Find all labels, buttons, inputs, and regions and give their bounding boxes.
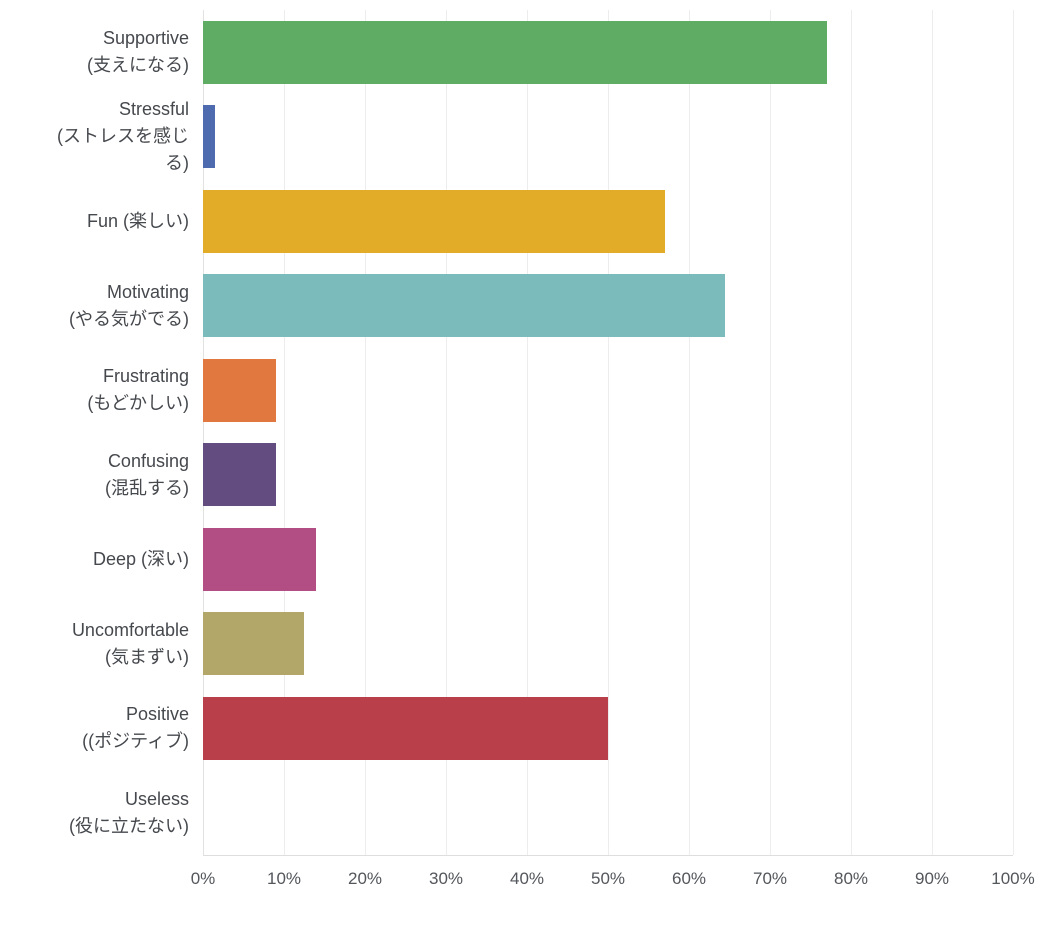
x-tick-label: 60%: [671, 869, 707, 888]
category-label-cell: Stressful (ストレスを感じ る): [0, 95, 203, 180]
gridline: [770, 10, 771, 855]
category-label: Motivating (やる気がでる): [69, 281, 189, 329]
x-tick-label: 70%: [752, 869, 788, 888]
category-label-cell: Frustrating (もどかしい): [0, 348, 203, 433]
x-tick-label: 30%: [428, 869, 464, 888]
chart-row: Fun (楽しい): [0, 179, 1013, 264]
category-label-cell: Deep (深い): [0, 517, 203, 602]
gridline: [689, 10, 690, 855]
category-label: Frustrating (もどかしい): [87, 366, 189, 414]
bar: [203, 696, 608, 760]
chart-row: Stressful (ストレスを感じ る): [0, 95, 1013, 180]
bar-cell: [203, 95, 1013, 180]
gridline: [932, 10, 933, 855]
x-tick-label: 10%: [266, 869, 302, 888]
bar: [203, 20, 827, 84]
category-label-cell: Motivating (やる気がでる): [0, 264, 203, 349]
category-label-cell: Positive ((ポジティブ): [0, 686, 203, 771]
category-label: Fun (楽しい): [86, 210, 189, 231]
category-label-cell: Fun (楽しい): [0, 179, 203, 264]
bar-cell: [203, 10, 1013, 95]
gridline: [851, 10, 852, 855]
bar: [203, 189, 665, 253]
x-tick-label: 90%: [914, 869, 950, 888]
bar-cell: [203, 771, 1013, 856]
bar: [203, 358, 276, 422]
category-label-cell: Useless (役に立たない): [0, 771, 203, 856]
category-label-cell: Uncomfortable (気まずい): [0, 602, 203, 687]
category-label: Uncomfortable (気まずい): [71, 619, 189, 667]
gridline: [527, 10, 528, 855]
bar-cell: [203, 348, 1013, 433]
plot-area: [203, 10, 1014, 856]
chart-rows: Supportive (支えになる) Stressful (ストレスを感じ る)…: [0, 10, 1013, 855]
chart-row: Deep (深い): [0, 517, 1013, 602]
bar-cell: [203, 433, 1013, 518]
bar: [203, 443, 276, 507]
category-label-cell: Supportive (支えになる): [0, 10, 203, 95]
gridline: [608, 10, 609, 855]
category-label: Stressful (ストレスを感じ る): [57, 99, 189, 174]
category-label: Useless (役に立たない): [69, 788, 189, 836]
chart-row: Uncomfortable (気まずい): [0, 602, 1013, 687]
category-label: Confusing (混乱する): [105, 450, 189, 498]
bar-cell: [203, 264, 1013, 349]
x-axis-ticks: 0% 10% 20% 30% 40% 50% 60% 70% 80% 90% 100%: [191, 869, 1035, 899]
category-label: Positive ((ポジティブ): [82, 704, 189, 752]
x-tick-label: 50%: [590, 869, 626, 888]
category-label: Deep (深い): [92, 548, 189, 569]
chart-row: Useless (役に立たない): [0, 771, 1013, 856]
bar: [203, 527, 317, 591]
gridline: [284, 10, 285, 855]
y-axis-line: [203, 10, 204, 855]
chart-row: Confusing (混乱する): [0, 433, 1013, 518]
chart-row: Motivating (やる気がでる): [0, 264, 1013, 349]
bar-cell: [203, 686, 1013, 771]
category-label-cell: Confusing (混乱する): [0, 433, 203, 518]
chart-row: Supportive (支えになる): [0, 10, 1013, 95]
bar-cell: [203, 179, 1013, 264]
gridline: [365, 10, 366, 855]
chart-row: Frustrating (もどかしい): [0, 348, 1013, 433]
bar: [203, 612, 305, 676]
x-tick-label: 20%: [347, 869, 383, 888]
bar: [203, 274, 726, 338]
x-tick-label: 0%: [190, 869, 216, 888]
x-tick-label: 40%: [509, 869, 545, 888]
bar: [203, 105, 216, 169]
gridline: [1013, 10, 1014, 855]
category-label: Supportive (支えになる): [87, 28, 189, 76]
bar-cell: [203, 517, 1013, 602]
bar-cell: [203, 602, 1013, 687]
x-tick-label: 100%: [991, 869, 1035, 888]
x-tick-label: 80%: [833, 869, 869, 888]
chart-row: Positive ((ポジティブ): [0, 686, 1013, 771]
gridline: [446, 10, 447, 855]
